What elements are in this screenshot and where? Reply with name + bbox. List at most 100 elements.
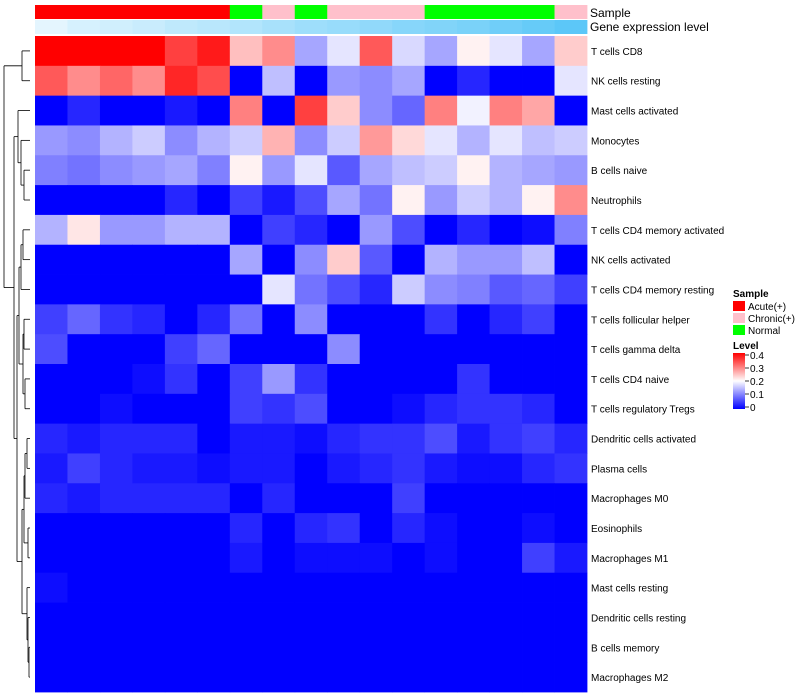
heatmap-cell [99,214,133,246]
row-label: Neutrophils [591,196,642,207]
sample-annotation-cell [522,5,555,19]
heatmap-cell [457,334,490,365]
heatmap-cell [457,542,490,574]
heatmap-cell [554,602,588,633]
heatmap-cell [424,244,458,275]
row-label: B cells memory [591,643,659,654]
heatmap-cell [164,274,198,305]
heatmap-cell [164,542,198,574]
heatmap-cell [392,214,426,246]
heatmap-cell [229,393,263,425]
heatmap-cell [392,572,426,603]
heatmap-cell [262,423,296,454]
level-legend-title: Level [733,341,759,352]
heatmap-cell [392,95,426,126]
heatmap-cell [424,155,458,186]
heatmap-cell [359,483,393,514]
heatmap-cell [99,364,133,395]
heatmap-cell [197,423,231,454]
sample-legend-swatch [733,313,745,323]
heatmap-cell [392,36,426,67]
heatmap-cell [262,36,296,67]
heatmap-cell [99,632,133,663]
heatmap-cell [327,65,361,97]
heatmap-cell [359,125,393,156]
heatmap-cell [457,453,490,484]
gene-expression-annotation-cell [294,20,328,34]
heatmap-cell [554,36,588,67]
heatmap-cell [262,364,296,395]
heatmap-cell [522,393,555,425]
heatmap-cell [489,453,523,484]
sample-annotation-cell [132,5,166,19]
heatmap-cell [164,334,198,365]
heatmap-cell [359,65,393,97]
gene-expression-annotation-bar [35,20,588,34]
heatmap-cell [132,125,166,156]
heatmap-cell [132,632,166,663]
heatmap-cell [554,393,588,425]
heatmap-cell [359,513,393,544]
sample-annotation-cell [67,5,101,19]
heatmap-cell [327,513,361,544]
heatmap-cell [359,393,393,425]
heatmap-cell [132,364,166,395]
heatmap-cell [294,95,328,126]
heatmap-cell [164,513,198,544]
heatmap-cell [132,36,166,67]
row-label: Macrophages M0 [591,494,669,505]
heatmap-cell [359,423,393,454]
heatmap-cell [229,95,263,126]
heatmap-cell [424,304,458,335]
heatmap-cell [229,304,263,335]
heatmap-cell [457,662,490,693]
heatmap-cell [262,95,296,126]
heatmap-cell [197,214,231,246]
heatmap-cell [522,304,555,335]
heatmap-cell [489,602,523,633]
heatmap-cell [392,125,426,156]
heatmap-cell [359,364,393,395]
heatmap-cell [35,125,68,156]
heatmap-cell [262,185,296,216]
row-label: T cells CD4 naive [591,375,670,386]
heatmap-cell [457,602,490,633]
heatmap-cell [164,483,198,514]
heatmap-cell [457,185,490,216]
heatmap-cell [424,125,458,156]
heatmap-cell [424,393,458,425]
sample-legend: Sample Acute(+)Chronic(+)Normal [733,289,795,337]
heatmap-cell [229,632,263,663]
heatmap-cell [457,214,490,246]
gene-expression-annotation-label: Gene expression level [590,20,709,34]
heatmap-cell [554,244,588,275]
heatmap-cell [294,244,328,275]
sample-annotation-label: Sample [590,6,631,20]
heatmap-cell [457,95,490,126]
heatmap-cell [99,423,133,454]
gene-expression-annotation-cell [197,20,231,34]
heatmap-cell [294,304,328,335]
heatmap-cell [132,423,166,454]
heatmap-cell [197,334,231,365]
heatmap-cell [392,304,426,335]
heatmap-cell [327,95,361,126]
level-legend-label: 0.1 [750,390,764,401]
heatmap-cell [35,304,68,335]
heatmap-cell [554,185,588,216]
heatmap-cell [262,274,296,305]
heatmap-cell [229,244,263,275]
heatmap-cell [554,453,588,484]
heatmap-cell [554,95,588,126]
heatmap-cell [392,364,426,395]
heatmap-cell [99,662,133,693]
heatmap-cell [359,214,393,246]
heatmap-cell [164,602,198,633]
heatmap-cell [35,572,68,603]
heatmap-cell [522,572,555,603]
heatmap-cell [359,572,393,603]
gene-expression-annotation-cell [67,20,101,34]
gene-expression-annotation-cell [229,20,263,34]
heatmap-cell [327,483,361,514]
